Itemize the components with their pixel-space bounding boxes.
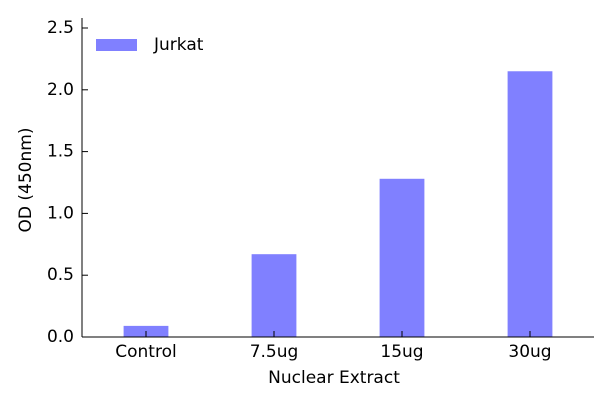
bar [251,254,297,337]
bar [507,71,553,337]
bar [379,178,425,337]
y-tick-label: 0.5 [47,265,74,285]
x-tick-label: 30ug [508,342,551,362]
y-tick-label: 1.5 [47,142,74,162]
y-tick-label: 2.5 [47,18,74,38]
x-axis-label: Nuclear Extract [268,368,400,388]
y-tick-label: 2.0 [47,80,74,100]
x-tick-label: 15ug [380,342,423,362]
y-tick-label: 1.0 [47,203,74,223]
legend-swatch [96,39,137,51]
y-axis-label: OD (450nm) [16,128,36,233]
y-tick-label: 0.0 [47,327,74,347]
x-tick-label: Control [115,342,176,362]
legend-label: Jurkat [153,35,204,55]
x-tick-label: 7.5ug [250,342,299,362]
